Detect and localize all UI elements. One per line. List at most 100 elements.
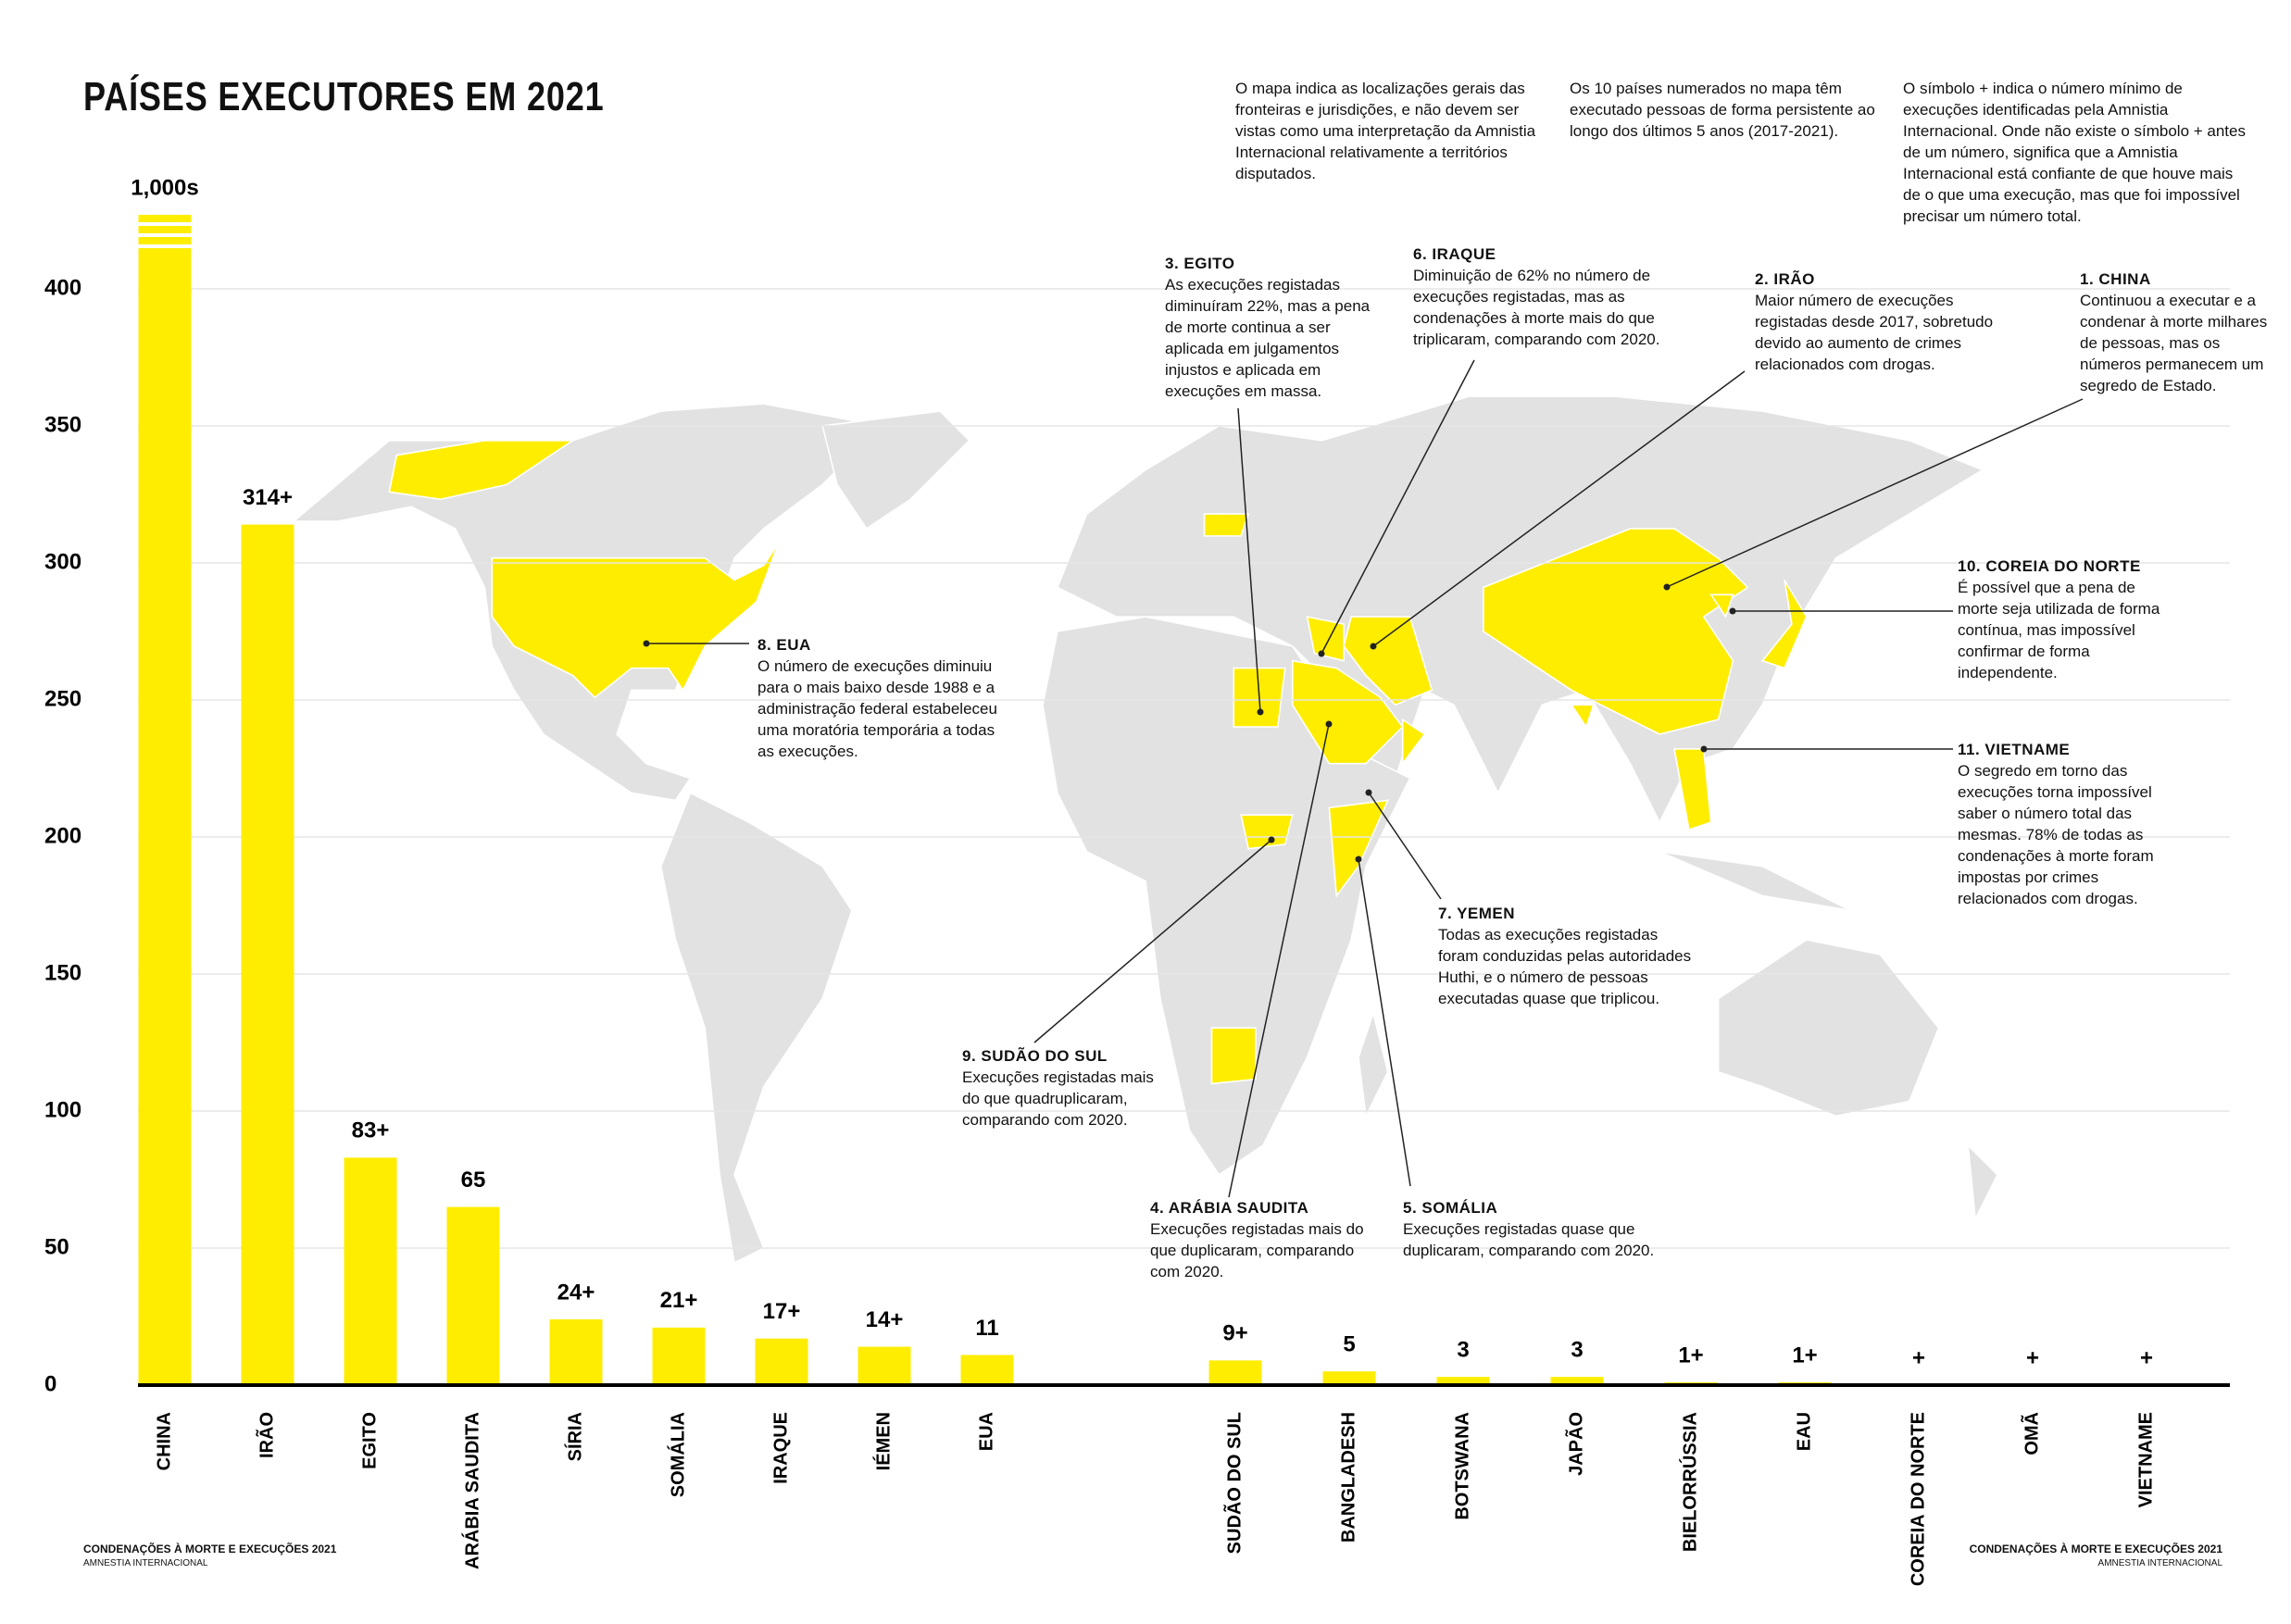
- bar: [960, 1355, 1014, 1385]
- value-label: 1,000s: [131, 175, 198, 200]
- y-tick-label: 50: [44, 1234, 69, 1259]
- leader-line: [1228, 723, 1330, 1198]
- annotation-text: As execuções registadas diminuíram 22%, …: [1165, 276, 1371, 400]
- leader-dot: [1355, 856, 1362, 863]
- bar: [1436, 1377, 1490, 1385]
- value-label: 24+: [557, 1280, 595, 1305]
- y-tick-label: 300: [44, 549, 81, 574]
- annotation-title: 6. IRAQUE: [1413, 245, 1496, 263]
- annotation: 3. EGITO As execuções registadas diminuír…: [1165, 253, 1385, 402]
- y-tick-label: 250: [44, 686, 81, 711]
- footer: CONDENAÇÕES À MORTE E EXECUÇÕES 2021 AMN…: [1970, 1543, 2222, 1570]
- value-label: 65: [461, 1168, 486, 1193]
- chart-title: PAÍSES EXECUTORES EM 2021: [83, 74, 605, 119]
- annotation-text: Execuções registadas quase que duplicara…: [1403, 1220, 1655, 1259]
- annotation: 10. COREIA DO NORTE É possível que a pena…: [1958, 556, 2171, 683]
- vietnam: [1673, 748, 1712, 831]
- leader-line: [1237, 407, 1261, 713]
- annotation-text: Diminuição de 62% no número de execuções…: [1413, 267, 1660, 348]
- annotation-title: 2. IRÃO: [1755, 270, 1815, 288]
- bar: [1208, 1360, 1262, 1385]
- x-tick-label: SOMÁLIA: [667, 1412, 688, 1497]
- x-tick-label: EGITO: [359, 1412, 380, 1469]
- footer: CONDENAÇÕES À MORTE E EXECUÇÕES 2021 AMN…: [83, 1543, 336, 1570]
- annotation: 8. EUA O número de execuções diminuiu par…: [757, 634, 1000, 762]
- x-tick-label: BIELORRÚSSIA: [1678, 1412, 1700, 1552]
- annotation-title: 5. SOMÁLIA: [1403, 1199, 1498, 1217]
- note: O símbolo + indica o número mínimo de ex…: [1903, 80, 2246, 225]
- madagascar: [1358, 1010, 1389, 1119]
- value-label: 5: [1343, 1332, 1355, 1357]
- leader-dot: [1268, 836, 1275, 843]
- y-tick-label: 200: [44, 823, 81, 848]
- annotation: 1. CHINA Continuou a executar e a condena…: [2080, 269, 2278, 396]
- bar: [241, 524, 294, 1385]
- x-tick-label: BANGLADESH: [1338, 1412, 1358, 1543]
- value-label: 1+: [1678, 1343, 1703, 1368]
- north-korea: [1709, 593, 1734, 618]
- belarus: [1203, 513, 1250, 537]
- value-label: 83+: [352, 1118, 390, 1143]
- somalia: [1328, 799, 1390, 898]
- annotation-text: O segredo em torno das execuções torna i…: [1958, 762, 2154, 907]
- x-tick-label: CHINA: [154, 1412, 174, 1470]
- annotation-text: É possível que a pena de morte seja util…: [1958, 579, 2160, 681]
- leader-dot: [1729, 607, 1736, 615]
- annotation-title: 7. YEMEN: [1438, 905, 1516, 922]
- bar: [344, 1157, 397, 1385]
- footer-source: AMNESTIA INTERNACIONAL: [83, 1558, 208, 1568]
- value-label: 14+: [866, 1307, 904, 1332]
- x-tick-label: ARÁBIA SAUDITA: [461, 1412, 482, 1569]
- annotation-title: 10. COREIA DO NORTE: [1958, 557, 2141, 575]
- bar: [446, 1206, 500, 1385]
- bar: [1322, 1371, 1376, 1385]
- annotation-title: 4. ARÁBIA SAUDITA: [1150, 1199, 1309, 1217]
- value-label: +: [2026, 1345, 2039, 1370]
- footer-source: AMNESTIA INTERNACIONAL: [2097, 1558, 2222, 1568]
- value-label: 11: [975, 1316, 998, 1341]
- x-tick-label: IÉMEN: [872, 1412, 894, 1470]
- value-label: 17+: [763, 1299, 801, 1324]
- value-label: 3: [1571, 1337, 1583, 1362]
- annotation-title: 11. VIETNAME: [1958, 741, 2071, 758]
- x-tick-label: SÍRIA: [564, 1412, 585, 1461]
- leader-dot: [643, 640, 650, 647]
- south-america: [659, 792, 853, 1265]
- x-tick-label: VIETNAME: [2135, 1412, 2156, 1507]
- alaska: [388, 440, 576, 501]
- x-tick-label: OMÃ: [2021, 1412, 2042, 1455]
- leader-line: [1666, 398, 2084, 588]
- saudi-arabia: [1291, 659, 1404, 765]
- y-tick-label: 100: [44, 1097, 81, 1122]
- annotation-text: Todas as execuções registadas foram cond…: [1438, 926, 1692, 1007]
- y-tick-label: 150: [44, 960, 81, 985]
- annotation-text: Execuções registadas mais do que duplica…: [1150, 1220, 1364, 1280]
- leader-dot: [1325, 720, 1333, 728]
- leader-dot: [1700, 745, 1708, 753]
- value-label: +: [1912, 1345, 1925, 1370]
- x-tick-label: IRAQUE: [770, 1412, 791, 1484]
- botswana: [1210, 1027, 1257, 1085]
- leader-line: [1321, 359, 1475, 655]
- x-tick-label: EUA: [976, 1412, 996, 1451]
- annotation: 4. ARÁBIA SAUDITA Execuções registadas ma…: [1150, 1197, 1378, 1282]
- annotation: 5. SOMÁLIA Execuções registadas quase que…: [1403, 1197, 1682, 1261]
- note: Os 10 países numerados no mapa têm execu…: [1570, 80, 1875, 140]
- annotation: 2. IRÃO Maior número de execuções regista…: [1755, 269, 2012, 375]
- y-tick-label: 400: [44, 275, 81, 300]
- value-label: 21+: [660, 1288, 698, 1313]
- oman-uae: [1401, 718, 1426, 767]
- bangladesh: [1570, 704, 1595, 729]
- bar: [755, 1338, 808, 1385]
- leader-line: [1358, 858, 1411, 1187]
- leaders: [643, 359, 2084, 1198]
- annotation: 6. IRAQUE Diminuição de 62% no número de …: [1413, 244, 1692, 350]
- bar: [652, 1327, 706, 1385]
- annotation-text: Execuções registadas mais do que quadrup…: [962, 1068, 1154, 1129]
- annotation-title: 3. EGITO: [1165, 255, 1235, 272]
- x-tick-label: SUDÃO DO SUL: [1223, 1412, 1245, 1554]
- new-zealand: [1967, 1143, 1998, 1222]
